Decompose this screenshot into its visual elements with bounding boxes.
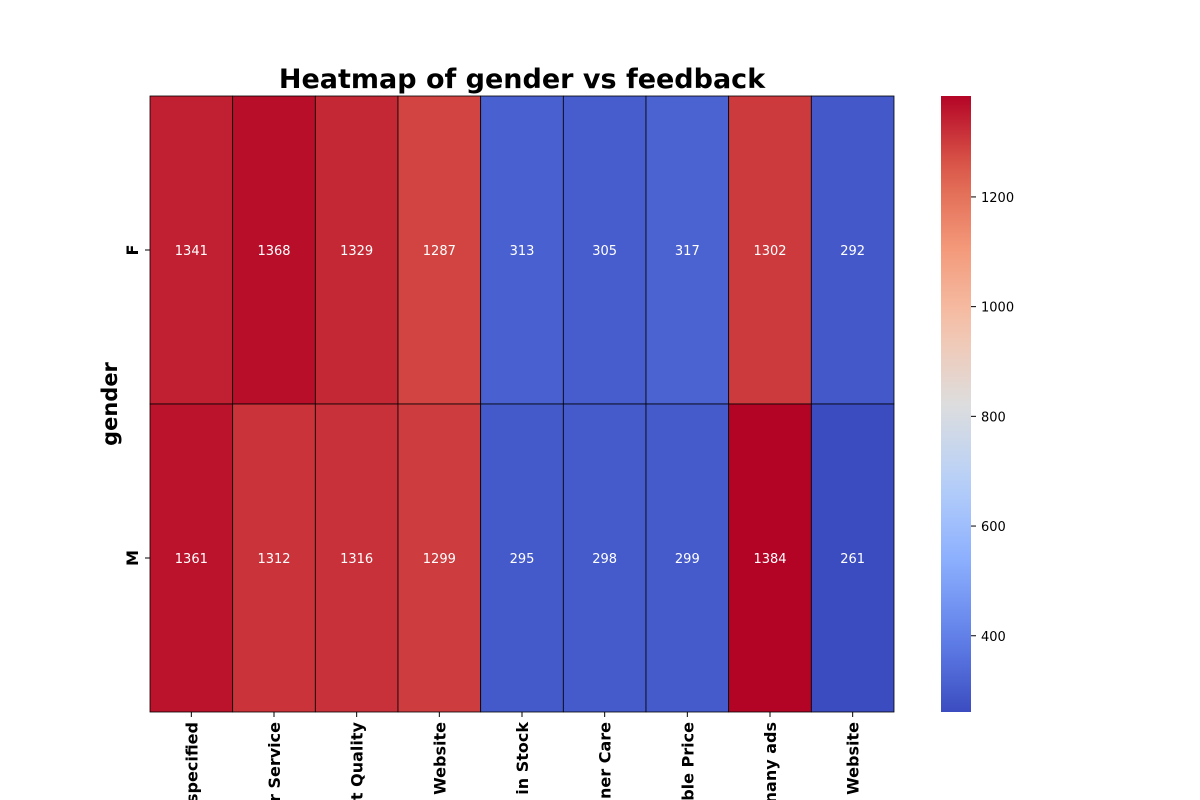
- row-tick-label: M: [123, 550, 142, 566]
- cell-value-label: 1287: [423, 244, 456, 259]
- heatmap-cell: [314, 403, 399, 713]
- heatmap-cell: [397, 403, 482, 713]
- heatmap-cell: [232, 95, 316, 405]
- cell-value-label: 313: [510, 244, 535, 259]
- column-tick-label: nany ads: [761, 722, 780, 800]
- heatmap-cell: [810, 403, 895, 713]
- heatmap-cells: [149, 95, 895, 713]
- column-tick-label: t Quality: [348, 721, 367, 800]
- colorbar-tick-label: 800: [981, 410, 1006, 425]
- column-tick-label: specified: [182, 722, 201, 800]
- heatmap-cell: [149, 403, 234, 713]
- colorbar-tick-label: 400: [981, 630, 1006, 645]
- column-tick-label: Website: [844, 722, 863, 795]
- cell-value-labels: 1341 1368 1329 1287 313 305 317 1302 292 1361 1312…: [175, 244, 865, 567]
- heatmap-cell: [645, 403, 730, 713]
- cell-value-label: 1384: [753, 552, 786, 567]
- cell-value-label: 305: [592, 244, 617, 259]
- column-tick-label: Website: [430, 722, 449, 795]
- y-axis-label: gender: [98, 361, 122, 446]
- cell-value-label: 1368: [257, 244, 290, 259]
- row-tick-labels: FM: [123, 245, 150, 566]
- heatmap-cell: [314, 95, 399, 405]
- heatmap-cell: [728, 95, 812, 405]
- cell-value-label: 292: [840, 244, 865, 259]
- cell-value-label: 1302: [753, 244, 786, 259]
- cell-value-label: 298: [592, 552, 617, 567]
- colorbar-tick-label: 1000: [981, 301, 1014, 316]
- heatmap-cell: [645, 95, 730, 405]
- cell-value-label: 299: [675, 552, 700, 567]
- row-tick-label: F: [123, 245, 142, 256]
- colorbar-tick-label: 600: [981, 520, 1006, 535]
- heatmap-cell: [149, 95, 234, 405]
- cell-value-label: 1329: [340, 244, 373, 259]
- cell-value-label: 1312: [257, 552, 290, 567]
- heatmap-cell: [562, 403, 647, 713]
- cell-value-label: 1361: [175, 552, 208, 567]
- colorbar-tick-label: 1200: [981, 191, 1014, 206]
- heatmap-cell: [480, 95, 564, 405]
- colorbar: [941, 96, 971, 712]
- cell-value-label: 317: [675, 244, 700, 259]
- column-tick-label: ner Care: [596, 722, 615, 799]
- colorbar-ticks: 400 600 800 1000 1200: [971, 191, 1014, 645]
- heatmap-cell: [728, 403, 812, 713]
- chart-title: Heatmap of gender vs feedback: [279, 64, 766, 95]
- heatmap-cell: [562, 95, 647, 405]
- cell-value-label: 261: [840, 552, 865, 567]
- column-tick-label: r Service: [265, 722, 284, 800]
- cell-value-label: 1299: [423, 552, 456, 567]
- cell-value-label: 1341: [175, 244, 208, 259]
- cell-value-label: 295: [510, 552, 535, 567]
- column-tick-labels: specified r Service t Quality Website in Sto…: [182, 712, 863, 800]
- column-tick-label: ble Price: [678, 722, 697, 800]
- heatmap-cell: [480, 403, 564, 713]
- column-tick-label: in Stock: [513, 722, 532, 795]
- cell-value-label: 1316: [340, 552, 373, 567]
- heatmap-cell: [397, 95, 482, 405]
